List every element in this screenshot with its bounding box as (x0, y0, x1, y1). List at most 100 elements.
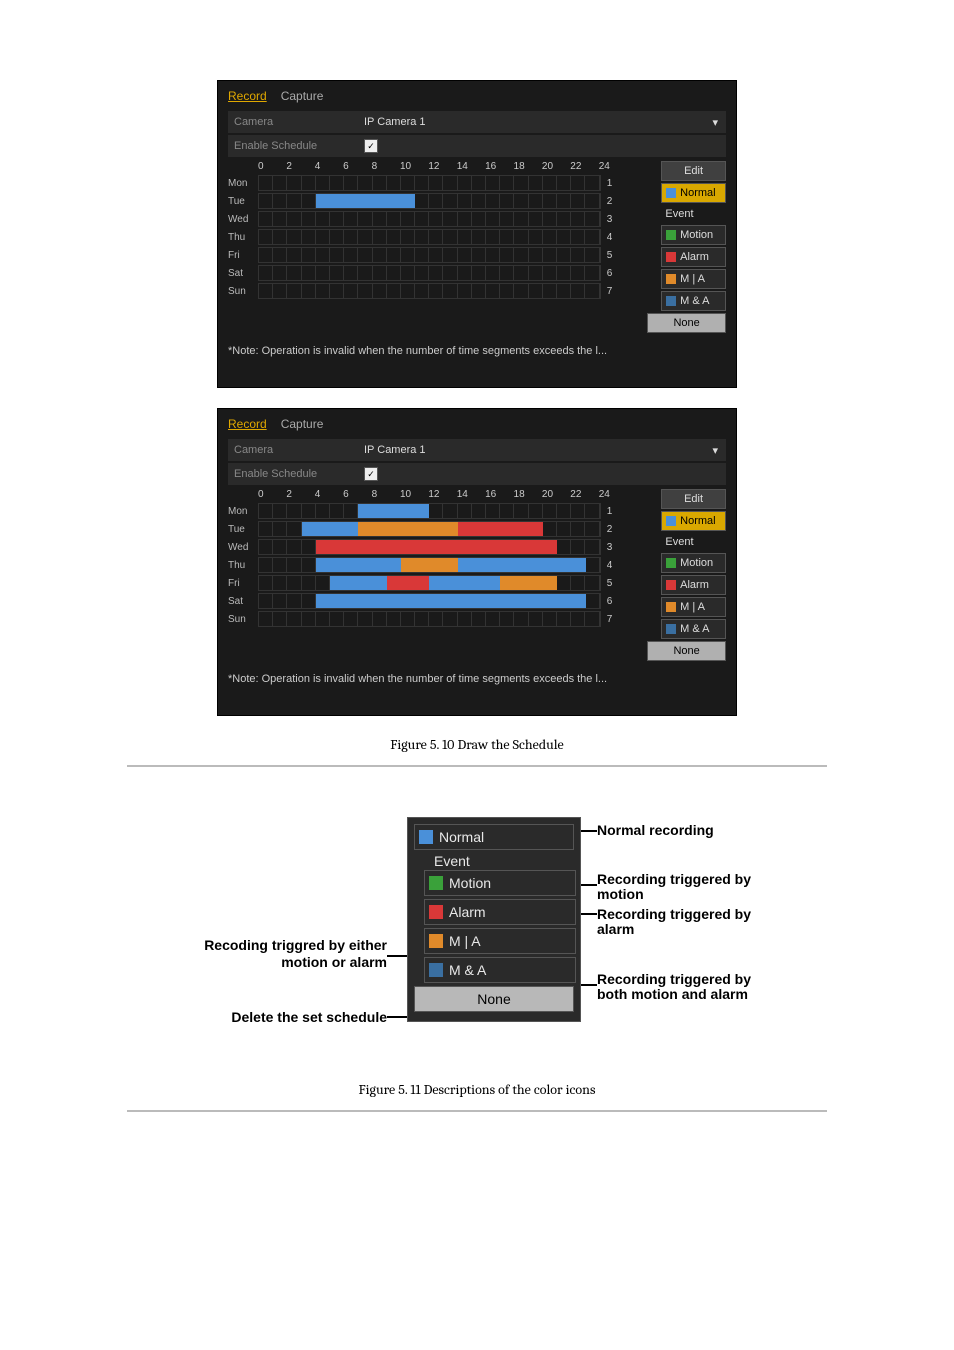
schedule-segment[interactable] (529, 558, 586, 572)
hour-header: 024681012141618202224 (258, 489, 642, 500)
row-number: 4 (605, 232, 615, 243)
schedule-segment[interactable] (429, 576, 500, 590)
schedule-grid-row[interactable] (258, 539, 601, 555)
schedule-panel-2: Record Capture Camera IP Camera 1 ▾ Enab… (217, 408, 737, 716)
day-label: Thu (228, 560, 258, 571)
note-text: *Note: Operation is invalid when the num… (228, 345, 726, 357)
divider (127, 1110, 827, 1112)
row-number: 2 (605, 196, 615, 207)
schedule-segment[interactable] (529, 594, 586, 608)
swatch-manda (429, 963, 443, 977)
legend-event-header: Event (414, 853, 574, 869)
palette-none[interactable]: None (647, 313, 726, 333)
row-number: 1 (605, 178, 615, 189)
palette-none[interactable]: None (647, 641, 726, 661)
schedule-segment[interactable] (358, 504, 429, 518)
chevron-down-icon: ▾ (712, 116, 718, 129)
row-number: 3 (605, 214, 615, 225)
row-number: 6 (605, 268, 615, 279)
palette-m_or_a[interactable]: M | A (661, 269, 726, 289)
row-number: 5 (605, 578, 615, 589)
legend-motion[interactable]: Motion (424, 870, 576, 896)
palette-motion[interactable]: Motion (661, 553, 726, 573)
tab-record[interactable]: Record (228, 417, 267, 431)
tab-record[interactable]: Record (228, 89, 267, 103)
day-label: Tue (228, 524, 258, 535)
schedule-grid-row[interactable] (258, 575, 601, 591)
swatch-motion (429, 876, 443, 890)
row-number: 2 (605, 524, 615, 535)
legend-none[interactable]: None (414, 986, 574, 1012)
camera-select[interactable]: IP Camera 1 ▾ (364, 116, 720, 129)
schedule-grid-row[interactable] (258, 593, 601, 609)
edit-button[interactable]: Edit (661, 161, 726, 181)
schedule-grid-row[interactable] (258, 521, 601, 537)
annotation-right-alarm: Recording triggered by alarm (597, 907, 767, 938)
edit-button[interactable]: Edit (661, 489, 726, 509)
camera-label: Camera (234, 444, 364, 456)
figure-caption-2: Figure 5. 11 Descriptions of the color i… (0, 1081, 954, 1098)
schedule-grid-row[interactable] (258, 211, 601, 227)
enable-schedule-checkbox[interactable]: ✓ (364, 139, 378, 153)
annotation-left-delete: Delete the set schedule (167, 1009, 387, 1025)
schedule-grid-row[interactable] (258, 175, 601, 191)
schedule-segment[interactable] (458, 558, 529, 572)
enable-schedule-checkbox[interactable]: ✓ (364, 467, 378, 481)
day-label: Sat (228, 596, 258, 607)
tab-capture[interactable]: Capture (281, 89, 324, 103)
chevron-down-icon: ▾ (712, 444, 718, 457)
schedule-grid-row[interactable] (258, 557, 601, 573)
schedule-segment[interactable] (316, 194, 415, 208)
legend-normal[interactable]: Normal (414, 824, 574, 850)
palette-m_and_a[interactable]: M & A (661, 291, 726, 311)
palette-event_header: Event (661, 205, 726, 223)
schedule-segment[interactable] (302, 522, 359, 536)
schedule-segment[interactable] (358, 522, 457, 536)
palette-alarm[interactable]: Alarm (661, 575, 726, 595)
legend-m-or-a[interactable]: M | A (424, 928, 576, 954)
legend-m-and-a[interactable]: M & A (424, 957, 576, 983)
palette-normal[interactable]: Normal (661, 183, 726, 203)
row-number: 7 (605, 614, 615, 625)
palette-normal[interactable]: Normal (661, 511, 726, 531)
divider (127, 765, 827, 767)
swatch-alarm (429, 905, 443, 919)
schedule-grid-row[interactable] (258, 611, 601, 627)
schedule-grid-row[interactable] (258, 229, 601, 245)
schedule-segment[interactable] (316, 558, 401, 572)
day-label: Sun (228, 286, 258, 297)
schedule-segment[interactable] (401, 558, 458, 572)
day-label: Sat (228, 268, 258, 279)
row-number: 6 (605, 596, 615, 607)
row-number: 5 (605, 250, 615, 261)
camera-select[interactable]: IP Camera 1 ▾ (364, 444, 720, 457)
tab-capture[interactable]: Capture (281, 417, 324, 431)
schedule-grid-row[interactable] (258, 283, 601, 299)
palette-m_or_a[interactable]: M | A (661, 597, 726, 617)
day-label: Fri (228, 578, 258, 589)
day-label: Tue (228, 196, 258, 207)
day-label: Fri (228, 250, 258, 261)
schedule-segment[interactable] (458, 522, 543, 536)
palette-m_and_a[interactable]: M & A (661, 619, 726, 639)
palette-motion[interactable]: Motion (661, 225, 726, 245)
annotation-right-motion: Recording triggered by motion (597, 872, 767, 903)
schedule-grid-row[interactable] (258, 503, 601, 519)
swatch-normal (419, 830, 433, 844)
palette-alarm[interactable]: Alarm (661, 247, 726, 267)
day-label: Wed (228, 542, 258, 553)
note-text: *Note: Operation is invalid when the num… (228, 673, 726, 685)
schedule-segment[interactable] (330, 576, 387, 590)
camera-value: IP Camera 1 (364, 116, 426, 128)
schedule-grid-row[interactable] (258, 193, 601, 209)
row-number: 1 (605, 506, 615, 517)
schedule-grid-row[interactable] (258, 247, 601, 263)
schedule-segment[interactable] (387, 576, 430, 590)
schedule-segment[interactable] (316, 540, 557, 554)
schedule-segment[interactable] (316, 594, 529, 608)
legend-alarm[interactable]: Alarm (424, 899, 576, 925)
schedule-segment[interactable] (500, 576, 557, 590)
swatch-mora (429, 934, 443, 948)
schedule-grid-row[interactable] (258, 265, 601, 281)
annotation-right-manda: Recording triggered by both motion and a… (597, 972, 777, 1003)
